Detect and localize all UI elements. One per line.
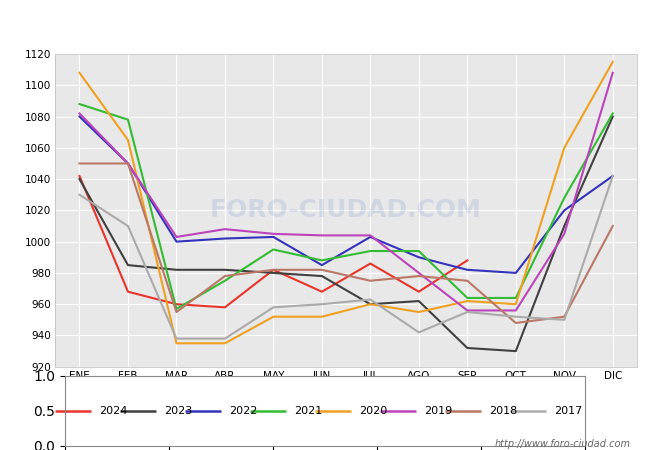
- Text: 2017: 2017: [554, 405, 582, 416]
- Text: 2021: 2021: [294, 405, 322, 416]
- Text: http://www.foro-ciudad.com: http://www.foro-ciudad.com: [495, 439, 630, 449]
- Text: FORO-CIUDAD.COM: FORO-CIUDAD.COM: [210, 198, 482, 222]
- Text: 2020: 2020: [359, 405, 387, 416]
- Text: 2019: 2019: [424, 405, 452, 416]
- Text: 2024: 2024: [99, 405, 127, 416]
- Text: 2022: 2022: [229, 405, 257, 416]
- Text: 2023: 2023: [164, 405, 192, 416]
- Text: 2018: 2018: [489, 405, 517, 416]
- Text: Afiliados en Cambil a 30/9/2024: Afiliados en Cambil a 30/9/2024: [192, 16, 458, 34]
